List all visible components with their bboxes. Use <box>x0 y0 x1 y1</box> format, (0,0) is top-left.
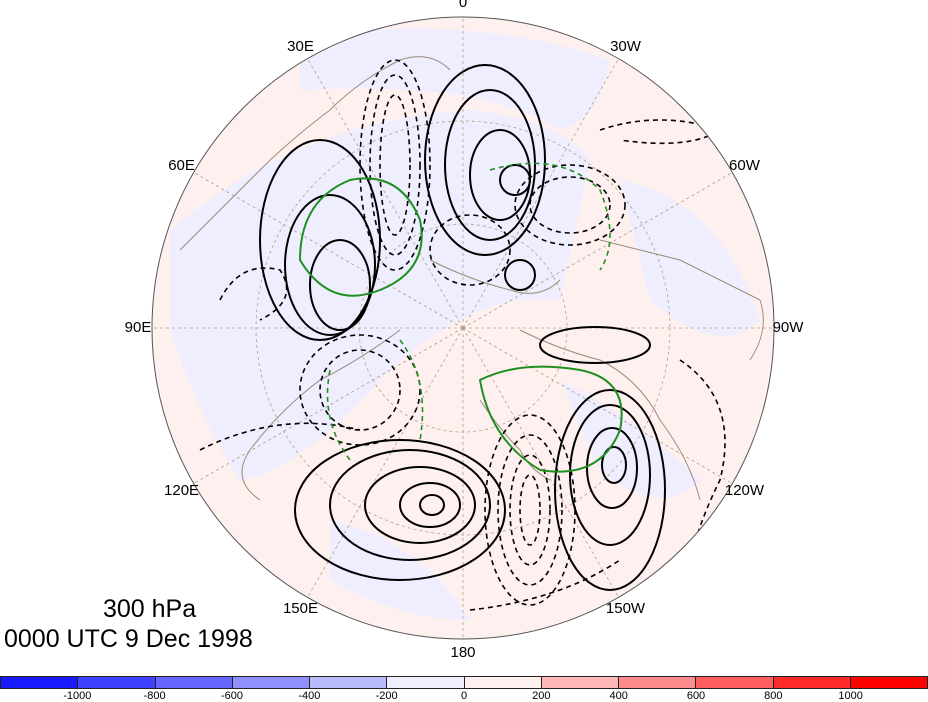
colorbar-box <box>463 676 542 689</box>
highlight-dashed-contours <box>326 162 611 461</box>
colorbar <box>0 676 928 689</box>
map-disc <box>152 17 774 639</box>
colorbar-box <box>849 676 928 689</box>
colorbar-tick-label: 800 <box>764 690 783 702</box>
colorbar-box <box>695 676 774 689</box>
longitude-label: 60W <box>729 156 760 174</box>
colorbar-tick-label: -1000 <box>63 690 92 702</box>
longitude-label: 90E <box>124 319 152 336</box>
meridian-line <box>462 327 619 598</box>
colorbar-box <box>540 676 619 689</box>
colorbar-tick-label: -400 <box>298 690 321 702</box>
meridians <box>152 17 774 639</box>
longitude-label: 150E <box>282 600 319 618</box>
meridian-line <box>193 327 464 484</box>
longitude-label: 0 <box>458 0 468 11</box>
meridian-line <box>307 327 464 598</box>
colorbar-tick-label: 400 <box>609 690 628 702</box>
colorbar-tick-label: -800 <box>143 690 166 702</box>
colorbar-box <box>618 676 697 689</box>
pressure-level-label: 300 hPa <box>103 595 197 623</box>
map-border <box>151 16 775 640</box>
longitude-label: 120W <box>724 481 765 499</box>
colorbar-box <box>77 676 156 689</box>
colorbar-tick-label: 200 <box>532 690 551 702</box>
colorbar-tick-label: 1000 <box>838 690 863 702</box>
valid-time-label: 0000 UTC 9 Dec 1998 <box>4 625 253 653</box>
colorbar-tick-label: -200 <box>375 690 398 702</box>
meridian-line <box>462 58 619 329</box>
colorbar-tick-label: 600 <box>686 690 706 702</box>
longitude-label: 120E <box>164 481 200 499</box>
colorbar-ticks: -1000 -800 -600 -400 -200 0 200 400 600 800 1000 <box>0 690 928 702</box>
longitude-label: 30E <box>287 37 314 55</box>
longitude-label: 60E <box>168 156 195 174</box>
meridian-line <box>307 58 464 329</box>
meridian-line <box>462 327 733 484</box>
colorbar-box <box>309 676 388 689</box>
meridian-line <box>193 172 464 329</box>
colorbar-box <box>772 676 851 689</box>
colorbar-box <box>231 676 310 689</box>
highlight-contours <box>298 177 623 473</box>
colorbar-box <box>154 676 233 689</box>
colorbar-box <box>386 676 465 689</box>
colorbar-tick-label: -600 <box>220 690 244 702</box>
colorbar-tick-label: 0 <box>460 690 468 702</box>
longitude-label: 180 <box>450 644 476 661</box>
negative-contours <box>199 59 726 611</box>
positive-contours <box>259 64 666 591</box>
longitude-label: 30W <box>610 37 641 55</box>
longitude-label: 150W <box>605 600 646 618</box>
meridian-line <box>462 172 733 329</box>
longitude-label: 90W <box>772 319 804 336</box>
coastlines <box>179 56 764 501</box>
colorbar-box <box>0 676 79 689</box>
